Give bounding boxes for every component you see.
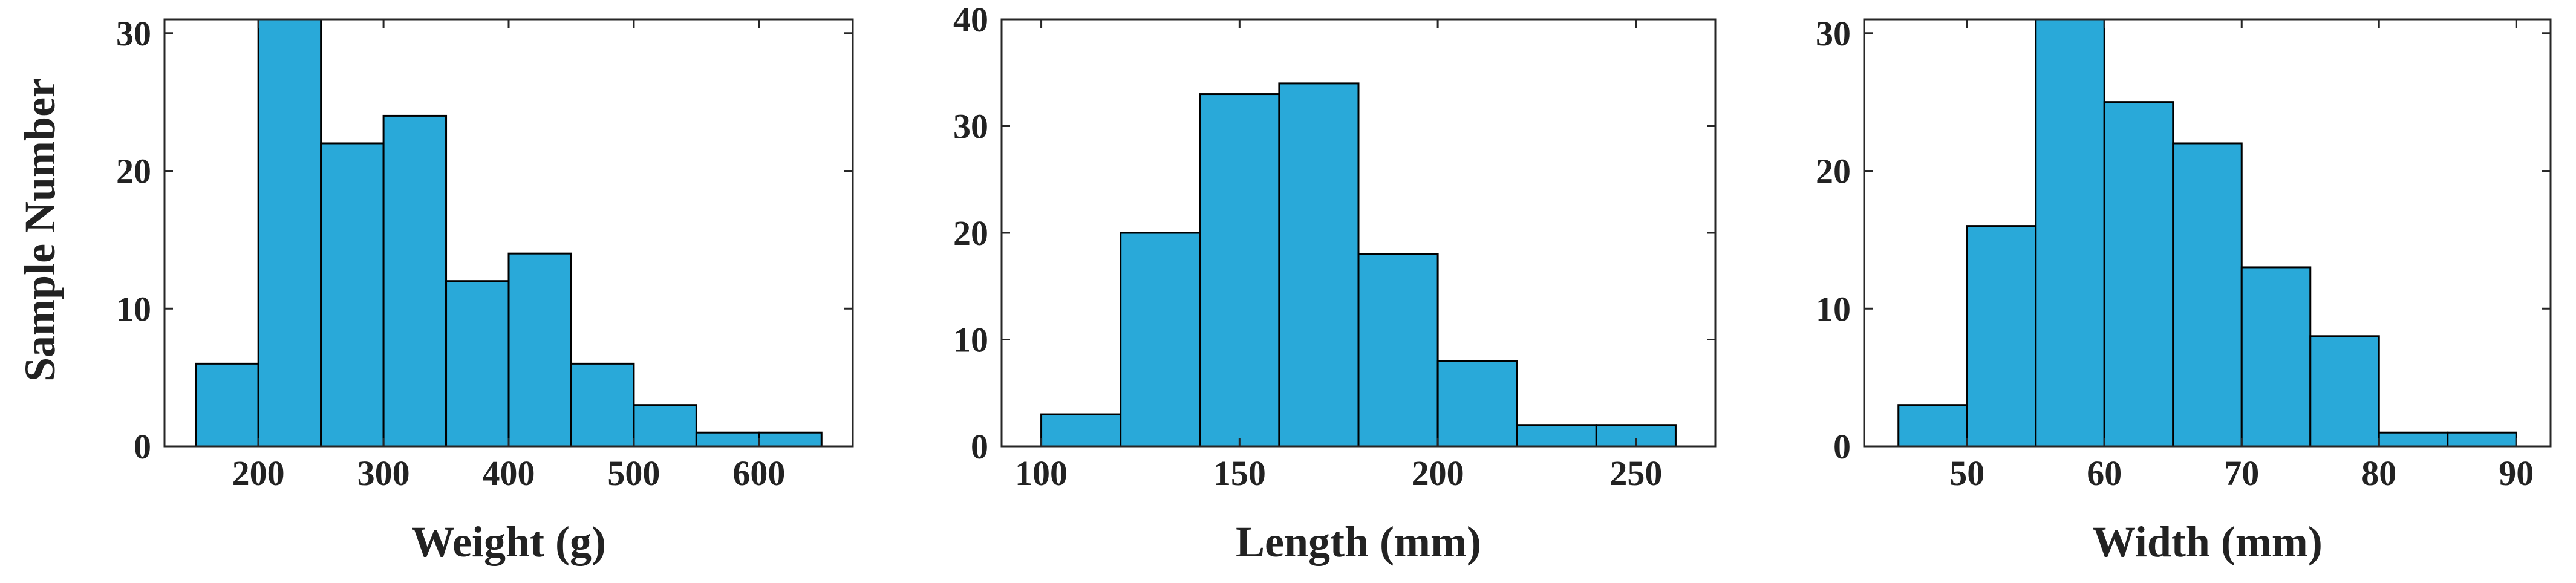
x-tick-label: 300 xyxy=(357,454,410,493)
x-axis-label: Weight (g) xyxy=(411,518,606,566)
width-histogram-panel: 50 60 70 80 90 0 10 20 30 Width (mm) xyxy=(1816,14,2552,566)
histogram-bar xyxy=(2172,142,2243,448)
y-tick-label: 0 xyxy=(134,427,151,466)
x-tick-label: 150 xyxy=(1213,454,1266,493)
y-tick-label: 0 xyxy=(971,427,988,466)
x-tick-label: 50 xyxy=(1949,454,1984,493)
histogram-bar xyxy=(1436,360,1518,448)
histogram-bar xyxy=(758,431,823,448)
histogram-bar xyxy=(2447,431,2517,448)
y-tick-label: 20 xyxy=(953,213,988,253)
y-tick-label: 20 xyxy=(116,152,151,191)
histogram-bar xyxy=(2240,266,2312,448)
figure-ylabel: Sample Number xyxy=(16,78,64,382)
histogram-bar xyxy=(1516,424,1597,448)
histogram-bar xyxy=(2309,335,2380,448)
y-tick-label: 10 xyxy=(953,321,988,360)
y-tick-label: 10 xyxy=(1816,289,1851,328)
x-axis-label: Width (mm) xyxy=(2092,518,2323,566)
x-tick-label: 200 xyxy=(232,454,285,493)
histogram-bar xyxy=(1120,232,1201,448)
histogram-bar xyxy=(1897,404,1968,448)
x-tick-label: 60 xyxy=(2087,454,2122,493)
histogram-bar xyxy=(570,362,635,448)
x-tick-label: 90 xyxy=(2499,454,2534,493)
histogram-bar xyxy=(382,114,448,448)
histogram-bar xyxy=(2103,101,2174,448)
x-tick-label: 80 xyxy=(2361,454,2396,493)
histogram-bar xyxy=(1199,93,1280,448)
x-tick-label: 600 xyxy=(732,454,785,493)
histogram-bar xyxy=(257,18,322,448)
histogram-bar xyxy=(1040,413,1122,448)
y-tick-label: 20 xyxy=(1816,152,1851,191)
y-tick-label: 0 xyxy=(1833,427,1851,466)
histogram-bar xyxy=(507,252,572,448)
y-tick-label: 40 xyxy=(953,0,988,39)
x-tick-label: 250 xyxy=(1609,454,1662,493)
y-tick-label: 30 xyxy=(953,107,988,146)
histogram-bar xyxy=(633,404,697,448)
histogram-bar xyxy=(445,280,510,448)
histogram-bar xyxy=(1966,225,2037,448)
x-axis-label: Length (mm) xyxy=(1236,518,1481,566)
histogram-bar xyxy=(1357,253,1439,448)
x-tick-label: 100 xyxy=(1015,454,1068,493)
histogram-bar xyxy=(2035,18,2105,448)
histogram-bar xyxy=(195,362,259,448)
histogram-bar xyxy=(695,431,760,448)
histogram-bar xyxy=(320,142,385,448)
histogram-bar xyxy=(1278,82,1360,448)
x-tick-label: 500 xyxy=(607,454,660,493)
x-tick-label: 400 xyxy=(483,454,535,493)
histogram-bar xyxy=(2378,431,2449,448)
y-tick-label: 30 xyxy=(1816,14,1851,53)
x-tick-label: 70 xyxy=(2224,454,2259,493)
x-tick-label: 200 xyxy=(1412,454,1464,493)
y-tick-label: 10 xyxy=(116,289,151,328)
length-histogram-panel: 100 150 200 250 0 10 20 30 40 Length (mm) xyxy=(953,0,1717,566)
y-tick-label: 30 xyxy=(116,14,151,53)
weight-histogram-panel: 200 300 400 500 600 0 10 20 30 Weight (g) xyxy=(116,14,854,566)
axes-frame xyxy=(1863,18,2552,448)
